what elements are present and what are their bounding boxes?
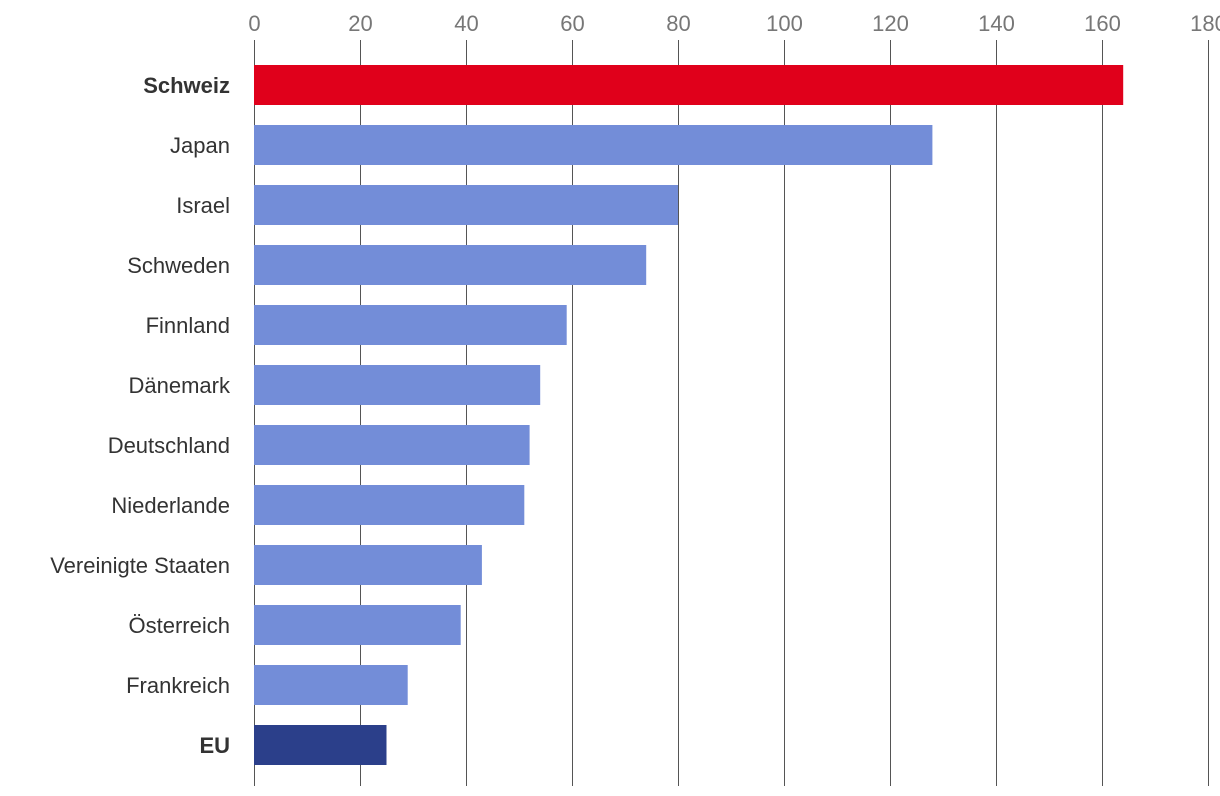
x-tick-label: 160 <box>1084 11 1121 36</box>
category-label: Vereinigte Staaten <box>50 553 230 578</box>
bar-vereinigte-staaten <box>254 545 482 585</box>
x-tick-label: 120 <box>872 11 909 36</box>
category-label: Japan <box>170 133 230 158</box>
x-tick-label: 80 <box>666 11 690 36</box>
category-label: Niederlande <box>111 493 230 518</box>
bar-schweiz <box>254 65 1124 105</box>
bar-finnland <box>254 305 567 345</box>
bar-frankreich <box>254 665 408 705</box>
category-label: Israel <box>176 193 230 218</box>
category-label: Österreich <box>129 613 230 638</box>
bar-eu <box>254 725 387 765</box>
x-tick-label: 180 <box>1190 11 1220 36</box>
bar-japan <box>254 125 933 165</box>
category-label: Finnland <box>146 313 230 338</box>
bar-niederlande <box>254 485 525 525</box>
bar-österreich <box>254 605 461 645</box>
x-tick-label: 0 <box>248 11 260 36</box>
category-label: Schweiz <box>143 73 230 98</box>
bar-deutschland <box>254 425 530 465</box>
category-label: Frankreich <box>126 673 230 698</box>
x-axis-ticks: 0 20 40 60 80 100 120 140 160 180 <box>248 11 1220 36</box>
bars <box>254 65 1124 765</box>
category-label: Dänemark <box>129 373 231 398</box>
category-label: EU <box>199 733 230 758</box>
x-tick-label: 140 <box>978 11 1015 36</box>
x-tick-label: 40 <box>454 11 478 36</box>
x-tick-label: 20 <box>348 11 372 36</box>
category-label: Schweden <box>127 253 230 278</box>
category-label: Deutschland <box>108 433 230 458</box>
bar-dänemark <box>254 365 541 405</box>
x-tick-label: 100 <box>766 11 803 36</box>
x-tick-label: 60 <box>560 11 584 36</box>
bar-schweden <box>254 245 647 285</box>
bar-israel <box>254 185 678 225</box>
category-labels: Schweiz Japan Israel Schweden Finnland Dänema… <box>50 73 231 758</box>
